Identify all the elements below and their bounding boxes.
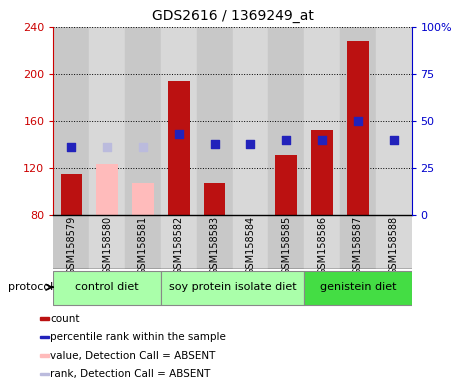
Bar [275,155,297,215]
Bar [304,271,412,305]
Point [282,137,290,143]
Bar [340,215,376,269]
Bar [340,27,376,215]
Bar [268,27,304,215]
Text: GSM158581: GSM158581 [138,216,148,275]
Text: control diet: control diet [75,282,139,292]
Bar [347,41,369,215]
Bar [197,27,232,215]
Bar [40,336,49,339]
Point [139,144,146,151]
Bar [304,27,340,215]
Bar [40,317,49,320]
Bar [232,27,268,215]
Text: percentile rank within the sample: percentile rank within the sample [50,332,226,342]
Text: GSM158582: GSM158582 [174,216,184,275]
Point [67,144,75,151]
Bar [376,215,412,269]
Bar [40,354,49,357]
Bar [161,215,197,269]
Text: GSM158586: GSM158586 [317,216,327,275]
Bar [89,215,125,269]
Text: GSM158583: GSM158583 [210,216,219,275]
Point [246,141,254,147]
Bar [60,174,82,215]
Text: value, Detection Call = ABSENT: value, Detection Call = ABSENT [50,351,216,361]
Bar [232,215,268,269]
Text: rank, Detection Call = ABSENT: rank, Detection Call = ABSENT [50,369,211,379]
Text: count: count [50,314,80,324]
Bar [304,215,340,269]
Bar [132,183,154,215]
Text: GSM158588: GSM158588 [389,216,399,275]
Bar [53,271,161,305]
Bar [53,215,89,269]
Bar [197,215,232,269]
Bar [161,271,304,305]
Text: soy protein isolate diet: soy protein isolate diet [169,282,296,292]
Point [390,137,397,143]
Bar [168,81,190,215]
Text: GSM158584: GSM158584 [246,216,255,275]
Bar [204,183,226,215]
Bar [376,27,412,215]
Bar [53,27,89,215]
Point [354,118,361,124]
Bar [268,215,304,269]
Point [211,141,218,147]
Text: GSM158587: GSM158587 [353,216,363,275]
Text: GSM158580: GSM158580 [102,216,112,275]
Text: protocol: protocol [7,282,53,292]
Text: genistein diet: genistein diet [319,282,396,292]
Text: GSM158579: GSM158579 [66,216,76,275]
Bar [40,372,49,376]
Point [103,144,111,151]
Bar [89,27,125,215]
Bar [161,27,197,215]
Point [318,137,325,143]
Bar [96,164,118,215]
Title: GDS2616 / 1369249_at: GDS2616 / 1369249_at [152,9,313,23]
Point [175,131,182,137]
Text: GSM158585: GSM158585 [281,216,291,275]
Bar [311,130,333,215]
Bar [125,215,161,269]
Bar [125,27,161,215]
